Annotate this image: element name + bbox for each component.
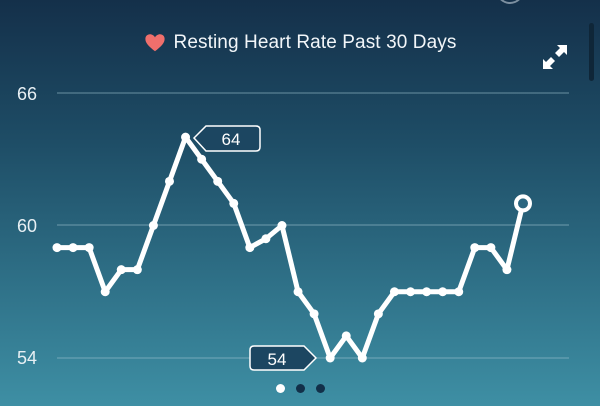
max-label: 64	[222, 130, 241, 149]
data-point[interactable]	[325, 353, 335, 363]
y-axis-label-60: 60	[17, 216, 38, 236]
data-point[interactable]	[373, 309, 383, 319]
data-point[interactable]	[68, 243, 78, 253]
data-point[interactable]	[52, 243, 62, 253]
data-point[interactable]	[261, 234, 271, 244]
data-point[interactable]	[84, 243, 94, 253]
page-dot-1[interactable]	[276, 384, 285, 393]
expand-arrows-icon[interactable]	[540, 42, 570, 72]
y-axis-label-66: 66	[17, 84, 38, 104]
data-point[interactable]	[470, 243, 480, 253]
heart-icon	[144, 34, 165, 52]
data-point[interactable]	[164, 176, 174, 186]
data-point[interactable]	[229, 198, 239, 208]
gridlines	[57, 92, 569, 359]
data-point[interactable]	[486, 243, 496, 253]
chart-title: Resting Heart Rate Past 30 Days	[173, 32, 457, 53]
data-point[interactable]	[357, 353, 367, 363]
min-label: 54	[268, 350, 287, 369]
data-point[interactable]	[213, 176, 223, 186]
y-axis-label-54: 54	[17, 348, 38, 368]
min-callout: 54	[249, 345, 318, 371]
data-point[interactable]	[277, 221, 287, 230]
data-point[interactable]	[132, 265, 142, 275]
data-point[interactable]	[422, 287, 432, 297]
scrollbar[interactable]	[589, 23, 594, 81]
page-dot-3[interactable]	[316, 384, 325, 393]
data-point[interactable]	[389, 287, 399, 297]
data-point[interactable]	[341, 331, 351, 341]
data-point[interactable]	[502, 265, 512, 275]
latest-data-point[interactable]	[514, 194, 532, 213]
data-point[interactable]	[197, 154, 207, 164]
data-point[interactable]	[293, 287, 303, 297]
data-point[interactable]	[454, 287, 464, 297]
data-point[interactable]	[181, 132, 191, 142]
page-indicator[interactable]	[276, 384, 325, 393]
chart-title-bar: Resting Heart Rate Past 30 Days	[0, 28, 600, 58]
max-callout: 64	[192, 125, 261, 152]
data-point[interactable]	[148, 221, 158, 230]
data-point[interactable]	[406, 287, 416, 297]
series-line	[54, 134, 526, 361]
data-point[interactable]	[309, 309, 319, 319]
page-dot-2[interactable]	[296, 384, 305, 393]
data-point[interactable]	[245, 243, 255, 253]
data-point[interactable]	[100, 287, 110, 297]
data-point[interactable]	[438, 287, 448, 297]
data-point[interactable]	[116, 265, 126, 275]
data-series	[52, 132, 532, 363]
